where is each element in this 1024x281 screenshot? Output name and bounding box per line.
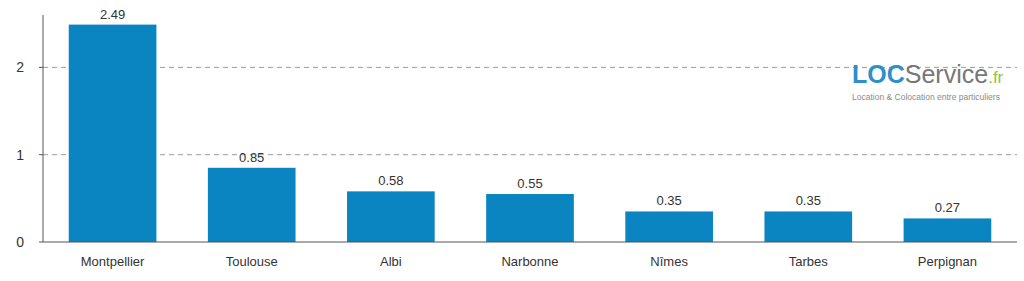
chart-svg: 0 1 2 2.49 Montpellier 0.85 Toulouse 0.58 Albi 0.…: [0, 0, 1024, 281]
data-label: 0.35: [656, 193, 681, 208]
bar: [904, 218, 992, 242]
y-tick-label: 0: [16, 234, 24, 250]
data-label: 0.27: [935, 200, 960, 215]
x-tick-label: Tarbes: [789, 254, 829, 269]
bar: [347, 191, 435, 242]
y-axis: [43, 15, 44, 242]
bar: [486, 194, 574, 242]
logo-tagline: Location & Colocation entre particuliers: [852, 92, 1000, 102]
y-tick-label: 1: [16, 147, 24, 163]
data-label: 0.55: [517, 176, 542, 191]
x-tick-label: Nîmes: [650, 254, 688, 269]
y-tick: [39, 242, 43, 243]
bar: [764, 211, 852, 242]
x-tick-label: Toulouse: [226, 254, 278, 269]
x-axis: [43, 242, 1017, 243]
y-tick: [39, 67, 43, 68]
y-tick: [39, 154, 43, 155]
logo-part: .fr: [988, 68, 1003, 87]
x-tick-label: Narbonne: [501, 254, 558, 269]
logo-part: LOC: [852, 60, 905, 88]
grid-line: [43, 154, 1017, 155]
x-tick-label: Montpellier: [81, 254, 145, 269]
chart-container: 0 1 2 2.49 Montpellier 0.85 Toulouse 0.58 Albi 0.…: [0, 0, 1024, 281]
x-tick-label: Perpignan: [918, 254, 977, 269]
bars: [69, 25, 992, 242]
y-tick-label: 2: [16, 59, 24, 75]
logo-part: Service: [905, 60, 988, 88]
logo: LOCService.fr: [852, 60, 1004, 88]
bar: [625, 211, 713, 242]
x-tick-label: Albi: [380, 254, 402, 269]
data-label: 2.49: [100, 7, 125, 22]
bar: [208, 168, 296, 242]
data-label: 0.35: [796, 193, 821, 208]
data-label: 0.58: [378, 173, 403, 188]
bar: [69, 25, 157, 242]
data-label: 0.85: [239, 150, 264, 165]
